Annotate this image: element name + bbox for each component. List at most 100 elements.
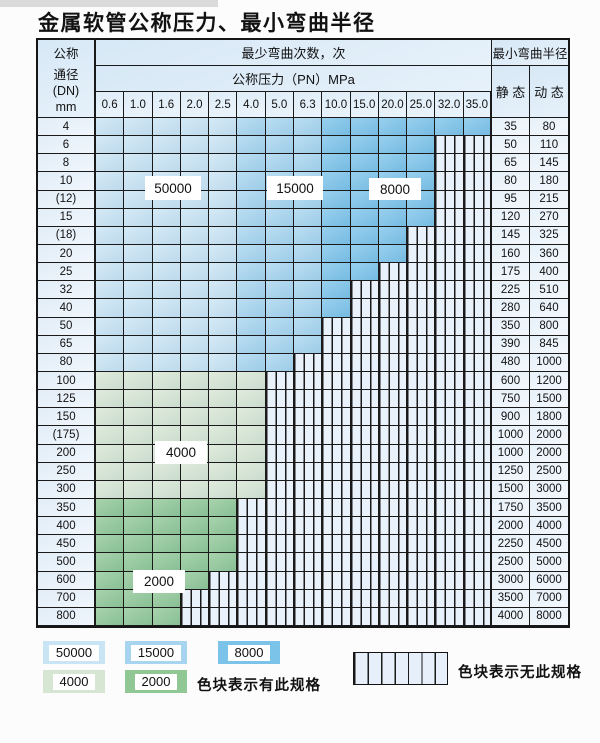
no-spec-hatched-cell xyxy=(463,335,492,354)
dn-value-cell: 25 xyxy=(38,263,96,282)
dn-value-cell: 350 xyxy=(38,498,96,518)
no-spec-hatched-cell xyxy=(322,335,351,354)
spec-available-cell xyxy=(124,480,153,499)
dynamic-radius-cell: 325 xyxy=(530,226,568,245)
no-spec-hatched-cell xyxy=(322,589,351,608)
dynamic-radius-cell: 145 xyxy=(530,154,568,173)
table-row: (175) 1000 2000 xyxy=(38,426,568,445)
no-spec-hatched-cell xyxy=(407,589,436,608)
spec-available-cell xyxy=(378,226,408,245)
no-spec-hatched-cell xyxy=(237,517,266,536)
spec-available-cell xyxy=(294,281,323,300)
no-spec-hatched-cell xyxy=(378,390,408,409)
spec-available-cell xyxy=(265,244,294,264)
static-radius-cell: 175 xyxy=(492,263,530,282)
no-spec-hatched-cell xyxy=(350,535,379,554)
dn-value-cell: 80 xyxy=(38,353,96,372)
spec-available-cell xyxy=(237,263,266,282)
spec-available-cell xyxy=(237,244,266,264)
spec-available-cell xyxy=(322,244,351,264)
static-radius-cell: 4000 xyxy=(492,607,530,626)
static-radius-cell: 3000 xyxy=(492,571,530,590)
legend-color-swatch: 8000 xyxy=(218,641,280,664)
spec-available-cell xyxy=(152,154,181,173)
dn-value-cell: (175) xyxy=(38,426,96,445)
no-spec-hatched-cell xyxy=(322,353,351,372)
table-row: 50 350 800 xyxy=(38,317,568,336)
spec-available-cell xyxy=(322,208,351,227)
static-column-header: 静 态 xyxy=(492,66,530,118)
spec-available-cell xyxy=(209,353,238,372)
no-spec-hatched-cell xyxy=(350,444,379,463)
spec-available-cell xyxy=(96,480,125,499)
spec-available-cell xyxy=(180,208,210,227)
spec-available-cell xyxy=(322,190,351,209)
spec-available-cell xyxy=(96,426,125,445)
no-spec-hatched-cell xyxy=(265,553,294,572)
spec-available-cell xyxy=(378,244,408,264)
spec-available-cell xyxy=(237,154,266,173)
no-spec-hatched-cell xyxy=(378,517,408,536)
spec-available-cell xyxy=(124,517,153,536)
no-spec-hatched-cell xyxy=(435,317,464,336)
no-spec-hatched-cell xyxy=(407,444,436,463)
dynamic-radius-cell: 1800 xyxy=(530,408,568,427)
no-spec-hatched-cell xyxy=(463,226,492,245)
no-spec-hatched-cell xyxy=(294,517,323,536)
no-spec-hatched-cell xyxy=(378,317,408,336)
spec-available-cell xyxy=(152,462,181,481)
no-spec-hatched-cell xyxy=(350,426,379,445)
bend-cycles-header: 最少弯曲次数，次 xyxy=(96,40,492,66)
pressure-column-header: 2.5 xyxy=(209,92,238,118)
no-spec-hatched-cell xyxy=(463,281,492,300)
no-spec-hatched-cell xyxy=(435,480,464,499)
pressure-column-header: 1.0 xyxy=(124,92,153,118)
table-row: 400 2000 4000 xyxy=(38,517,568,536)
spec-available-cell xyxy=(180,353,210,372)
spec-available-cell xyxy=(152,281,181,300)
no-spec-hatched-cell xyxy=(407,226,436,245)
no-spec-hatched-cell xyxy=(322,426,351,445)
no-spec-hatched-cell xyxy=(435,335,464,354)
pressure-column-header: 10.0 xyxy=(322,92,351,118)
legend-no-spec-text: 色块表示无此规格 xyxy=(458,665,582,681)
no-spec-hatched-cell xyxy=(265,390,294,409)
dynamic-radius-cell: 2000 xyxy=(530,444,568,463)
min-radius-header: 最小弯曲半径 xyxy=(492,40,568,66)
no-spec-hatched-cell xyxy=(435,426,464,445)
spec-available-cell xyxy=(237,226,266,245)
spec-available-cell xyxy=(209,426,238,445)
no-spec-hatched-cell xyxy=(407,517,436,536)
no-spec-hatched-cell xyxy=(378,498,408,518)
spec-available-cell xyxy=(180,281,210,300)
legend-color-swatch: 15000 xyxy=(125,641,187,664)
static-radius-cell: 65 xyxy=(492,154,530,173)
spec-available-cell xyxy=(237,335,266,354)
no-spec-hatched-cell xyxy=(237,571,266,590)
dynamic-radius-cell: 270 xyxy=(530,208,568,227)
spec-available-cell xyxy=(96,408,125,427)
dn-value-cell: 125 xyxy=(38,390,96,409)
no-spec-hatched-cell xyxy=(407,426,436,445)
spec-available-cell xyxy=(96,136,125,155)
static-radius-cell: 145 xyxy=(492,226,530,245)
spec-available-cell xyxy=(152,299,181,318)
no-spec-hatched-cell xyxy=(237,607,266,626)
no-spec-hatched-cell xyxy=(435,589,464,608)
spec-available-cell xyxy=(407,208,436,227)
no-spec-hatched-cell xyxy=(435,244,464,264)
dn-header-line: 公称 xyxy=(53,46,79,61)
no-spec-hatched-cell xyxy=(407,607,436,626)
dynamic-radius-cell: 800 xyxy=(530,317,568,336)
spec-available-cell xyxy=(96,299,125,318)
spec-available-cell xyxy=(124,154,153,173)
spec-available-cell xyxy=(152,408,181,427)
no-spec-hatched-cell xyxy=(435,353,464,372)
spec-available-cell xyxy=(209,535,238,554)
no-spec-hatched-cell xyxy=(435,281,464,300)
dynamic-radius-cell: 360 xyxy=(530,244,568,264)
no-spec-hatched-cell xyxy=(407,390,436,409)
no-spec-hatched-cell xyxy=(294,498,323,518)
spec-available-cell xyxy=(96,190,125,209)
spec-available-cell xyxy=(237,371,266,391)
